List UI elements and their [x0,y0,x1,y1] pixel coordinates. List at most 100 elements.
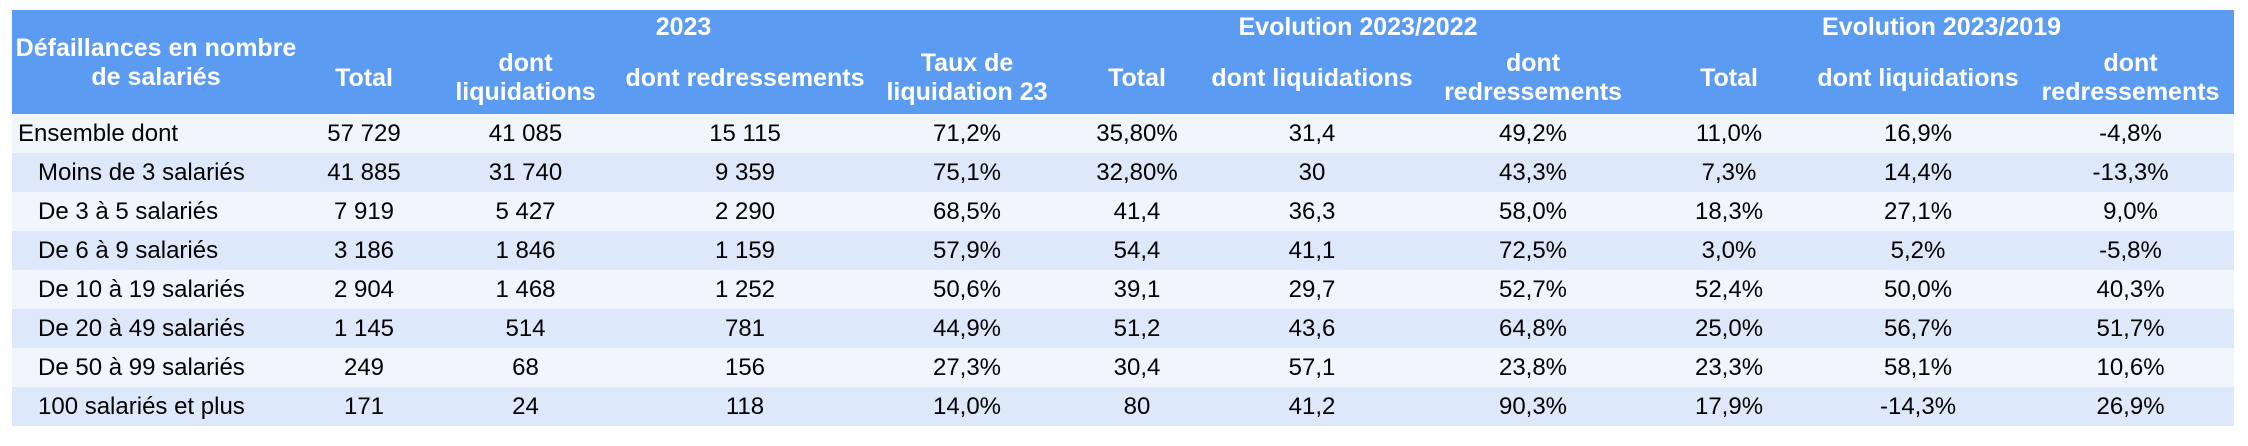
table-cell: 1 159 [623,231,867,270]
row-label: Moins de 3 salariés [12,153,300,192]
table-cell: 58,1% [1809,348,2028,387]
column-header: dont redressements [1417,42,1650,114]
table-cell: 1 468 [428,270,623,309]
table-row: 100 salariés et plus 171 24 118 14,0% 80 41,2 9… [12,387,2235,426]
table-cell: 50,6% [867,270,1067,309]
table-cell: 23,3% [1649,348,1810,387]
row-label: De 50 à 99 salariés [12,348,300,387]
table-cell: -13,3% [2027,153,2235,192]
table-cell: 5 427 [428,192,623,231]
table-cell: 57,9% [867,231,1067,270]
header-row-label: Défaillances en nombre de salariés [12,10,300,114]
table-cell: 41,4 [1067,192,1207,231]
column-header: Taux de liquidation 23 [867,42,1067,114]
table-cell: 118 [623,387,867,426]
table-cell: 3,0% [1649,231,1810,270]
table-cell: 23,8% [1417,348,1650,387]
table-cell: 49,2% [1417,114,1650,153]
table-cell: 30,4 [1067,348,1207,387]
table-cell: 31,4 [1207,114,1417,153]
table-cell: 54,4 [1067,231,1207,270]
column-header: Total [1067,42,1207,114]
header-group-evolution-2019: Evolution 2023/2019 [1649,10,2235,42]
table-cell: 30 [1207,153,1417,192]
table-cell: 171 [300,387,428,426]
table-cell: 26,9% [2027,387,2235,426]
row-label: De 6 à 9 salariés [12,231,300,270]
table-cell: 71,2% [867,114,1067,153]
table-cell: 75,1% [867,153,1067,192]
row-label: De 3 à 5 salariés [12,192,300,231]
row-label: 100 salariés et plus [12,387,300,426]
table-cell: 27,3% [867,348,1067,387]
table-cell: 16,9% [1809,114,2028,153]
table-cell: 35,80% [1067,114,1207,153]
table-cell: 1 252 [623,270,867,309]
table-cell: 41,1 [1207,231,1417,270]
column-header: dont redressements [2027,42,2235,114]
table-row: De 10 à 19 salariés 2 904 1 468 1 252 50,6% 3… [12,270,2235,309]
table-row: De 6 à 9 salariés 3 186 1 846 1 159 57,9% 54,… [12,231,2235,270]
table-cell: -4,8% [2027,114,2235,153]
header-group-2023: 2023 [300,10,1067,42]
table-cell: 17,9% [1649,387,1810,426]
table-cell: 50,0% [1809,270,2028,309]
table-cell: 14,0% [867,387,1067,426]
table-cell: 80 [1067,387,1207,426]
column-header: dont liquidations [1207,42,1417,114]
table-cell: 31 740 [428,153,623,192]
table-row: De 50 à 99 salariés 249 68 156 27,3% 30,4 57,1… [12,348,2235,387]
table-cell: 249 [300,348,428,387]
header-group-evolution-2022: Evolution 2023/2022 [1067,10,1650,42]
table-cell: 58,0% [1417,192,1650,231]
table-row: De 20 à 49 salariés 1 145 514 781 44,9% 51,2 4… [12,309,2235,348]
table-cell: 36,3 [1207,192,1417,231]
table-cell: 3 186 [300,231,428,270]
table-cell: 51,2 [1067,309,1207,348]
table-cell: 514 [428,309,623,348]
table-header: Défaillances en nombre de salariés 2023 … [12,10,2235,114]
table-cell: 44,9% [867,309,1067,348]
table-row: Moins de 3 salariés 41 885 31 740 9 359 75,1… [12,153,2235,192]
column-header: Total [300,42,428,114]
header-group-row: Défaillances en nombre de salariés 2023 … [12,10,2235,114]
column-header: dont redressements [623,42,867,114]
table-cell: 18,3% [1649,192,1810,231]
table-cell: 51,7% [2027,309,2235,348]
table-cell: 32,80% [1067,153,1207,192]
table-cell: 156 [623,348,867,387]
table-cell: 57,1 [1207,348,1417,387]
table-cell: 1 846 [428,231,623,270]
table-cell: -14,3% [1809,387,2028,426]
table-cell: 40,3% [2027,270,2235,309]
table-cell: 15 115 [623,114,867,153]
table-body: Ensemble dont 57 729 41 085 15 115 71,2% 35,8… [12,114,2235,426]
table-cell: 68,5% [867,192,1067,231]
column-header: dont liquidations [1809,42,2028,114]
table-cell: 7 919 [300,192,428,231]
table-cell: 2 904 [300,270,428,309]
table-cell: 43,6 [1207,309,1417,348]
table-cell: 43,3% [1417,153,1650,192]
table-cell: 29,7 [1207,270,1417,309]
table-cell: 10,6% [2027,348,2235,387]
table-cell: 1 145 [300,309,428,348]
row-label: De 10 à 19 salariés [12,270,300,309]
table-cell: 9 359 [623,153,867,192]
defaillances-table: Défaillances en nombre de salariés 2023 … [12,10,2235,426]
table-cell: 64,8% [1417,309,1650,348]
row-label: Ensemble dont [12,114,300,153]
table-cell: 2 290 [623,192,867,231]
header-column-row: Total dont liquidations dont redressemen… [12,42,2235,114]
table-container: Défaillances en nombre de salariés 2023 … [12,10,2235,426]
table-cell: 68 [428,348,623,387]
table-cell: 52,4% [1649,270,1810,309]
table-cell: 56,7% [1809,309,2028,348]
table-cell: 9,0% [2027,192,2235,231]
column-header: dont liquidations [428,42,623,114]
table-cell: 14,4% [1809,153,2028,192]
table-row: De 3 à 5 salariés 7 919 5 427 2 290 68,5% 41,… [12,192,2235,231]
table-cell: 90,3% [1417,387,1650,426]
table-cell: 41,2 [1207,387,1417,426]
table-cell: 52,7% [1417,270,1650,309]
